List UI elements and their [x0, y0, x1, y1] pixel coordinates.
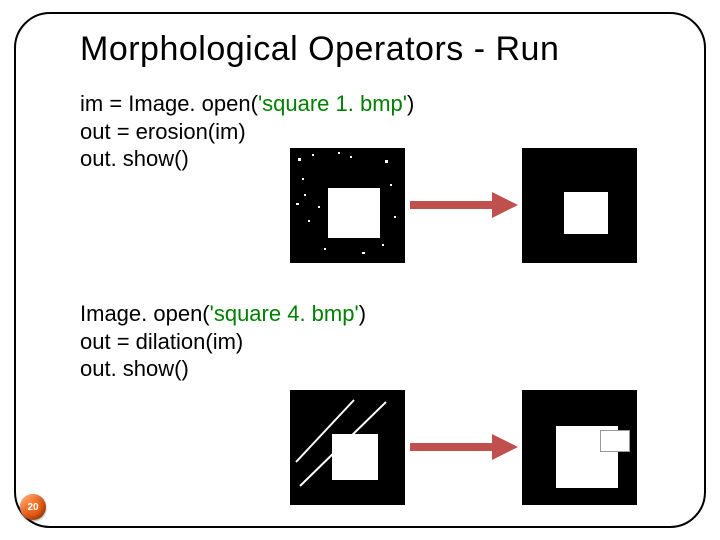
slide-number-badge: 20 — [20, 494, 46, 520]
white-square — [328, 188, 380, 238]
code-text: Image. open( — [80, 301, 210, 326]
page-title: Morphological Operators - Run — [80, 30, 559, 69]
image-dilation-output — [522, 390, 637, 505]
arrow-icon — [410, 432, 518, 462]
code-line: out = dilation(im) — [80, 329, 243, 354]
code-string: 'square 1. bmp' — [258, 91, 407, 116]
slide-number: 20 — [27, 502, 38, 513]
code-line: out = erosion(im) — [80, 119, 246, 144]
code-line: im = Image. open('square 1. bmp') — [80, 91, 414, 116]
slide: Morphological Operators - Run im = Image… — [0, 0, 720, 540]
image-erosion-input — [290, 148, 405, 263]
dilation-input-svg — [290, 390, 405, 505]
image-dilation-input — [290, 390, 405, 505]
image-erosion-output — [522, 148, 637, 263]
code-line: out. show() — [80, 356, 189, 381]
white-square — [564, 192, 608, 234]
code-dilation: Image. open('square 4. bmp') out = dilat… — [80, 300, 366, 383]
code-text: im = Image. open( — [80, 91, 258, 116]
code-line: Image. open('square 4. bmp') — [80, 301, 366, 326]
arrow-icon — [410, 190, 518, 220]
inset-box — [600, 430, 630, 452]
code-text: ) — [407, 91, 414, 116]
code-string: 'square 4. bmp' — [210, 301, 359, 326]
code-line: out. show() — [80, 146, 189, 171]
code-text: ) — [359, 301, 366, 326]
